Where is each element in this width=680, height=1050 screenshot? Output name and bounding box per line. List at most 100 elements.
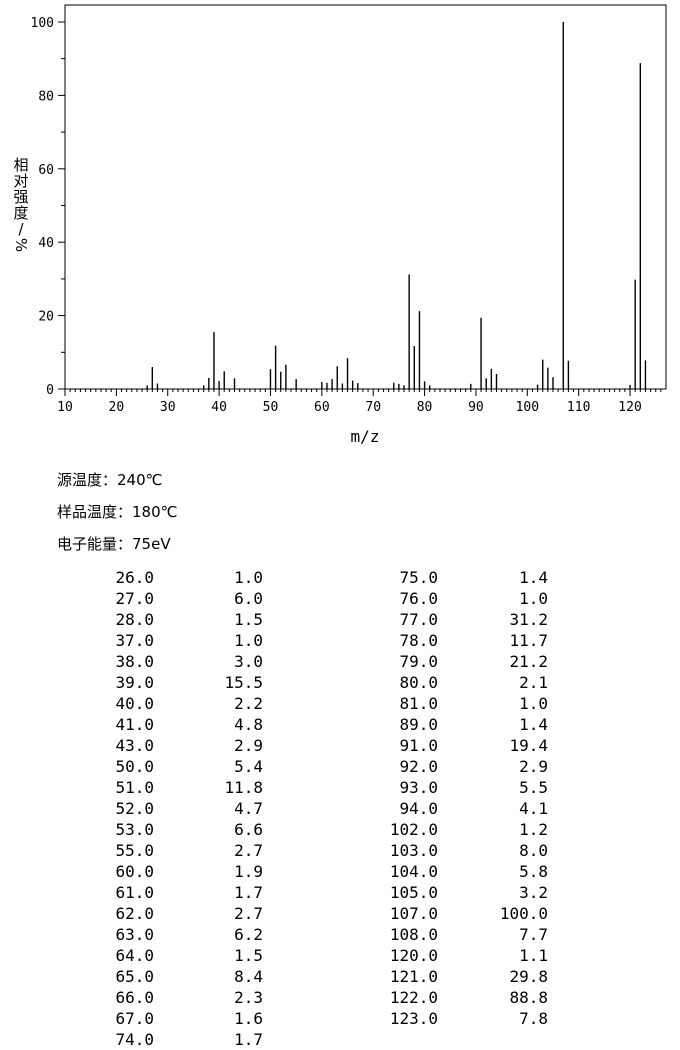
table-mz-value: 63.0 xyxy=(115,925,154,944)
table-mz-value: 52.0 xyxy=(115,799,154,818)
y-tick-label: 80 xyxy=(38,89,54,104)
x-tick-label: 80 xyxy=(417,400,433,415)
table-intensity-value: 1.1 xyxy=(519,946,548,965)
table-intensity-value: 2.9 xyxy=(519,757,548,776)
x-tick-label: 30 xyxy=(160,400,176,415)
table-intensity-value: 19.4 xyxy=(509,736,548,755)
x-tick-label: 70 xyxy=(365,400,381,415)
table-intensity-value: 7.8 xyxy=(519,1009,548,1028)
table-mz-value: 55.0 xyxy=(115,841,154,860)
table-intensity-value: 2.7 xyxy=(234,904,263,923)
table-mz-value: 79.0 xyxy=(399,652,438,671)
table-intensity-value: 3.0 xyxy=(234,652,263,671)
table-mz-value: 91.0 xyxy=(399,736,438,755)
table-intensity-value: 88.8 xyxy=(509,988,548,1007)
table-mz-value: 53.0 xyxy=(115,820,154,839)
table-intensity-value: 6.2 xyxy=(234,925,263,944)
table-mz-value: 89.0 xyxy=(399,715,438,734)
peak-table-right-intensity: 1.4 1.0 31.2 11.7 21.2 2.1 1.0 1.4 19.4 2.9 5.5 4.1… xyxy=(465,567,548,1029)
x-tick-label: 60 xyxy=(314,400,330,415)
table-mz-value: 37.0 xyxy=(115,631,154,650)
x-tick-label: 40 xyxy=(211,400,227,415)
table-mz-value: 26.0 xyxy=(115,568,154,587)
table-mz-value: 81.0 xyxy=(399,694,438,713)
table-intensity-value: 1.0 xyxy=(519,589,548,608)
table-intensity-value: 1.0 xyxy=(519,694,548,713)
electron-energy: 电子能量：75eV xyxy=(57,535,171,553)
table-intensity-value: 15.5 xyxy=(224,673,263,692)
x-axis-ticks: 10 20 30 40 50 60 70 80 90 100 110 120 xyxy=(57,389,662,415)
table-mz-value: 28.0 xyxy=(115,610,154,629)
table-mz-value: 107.0 xyxy=(389,904,438,923)
table-mz-value: 51.0 xyxy=(115,778,154,797)
table-mz-value: 60.0 xyxy=(115,862,154,881)
table-mz-value: 120.0 xyxy=(389,946,438,965)
table-intensity-value: 4.7 xyxy=(234,799,263,818)
peak-table-left-intensity: 1.0 6.0 1.5 1.0 3.0 15.5 2.2 4.8 2.9 5.4 11.8 4.7 6.… xyxy=(190,567,263,1050)
table-intensity-value: 5.8 xyxy=(519,862,548,881)
x-tick-label: 10 xyxy=(57,400,73,415)
table-mz-value: 121.0 xyxy=(389,967,438,986)
table-mz-value: 65.0 xyxy=(115,967,154,986)
y-axis-label-char: % xyxy=(12,238,30,252)
table-intensity-value: 2.1 xyxy=(519,673,548,692)
table-mz-value: 64.0 xyxy=(115,946,154,965)
table-mz-value: 92.0 xyxy=(399,757,438,776)
y-axis-label-char: 对 xyxy=(13,172,28,190)
table-intensity-value: 1.6 xyxy=(234,1009,263,1028)
table-intensity-value: 2.3 xyxy=(234,988,263,1007)
y-tick-label: 40 xyxy=(38,236,54,251)
peak-table-left-mz: 26.0 27.0 28.0 37.0 38.0 39.0 40.0 41.0 43.0 50.0… xyxy=(90,567,154,1050)
table-mz-value: 43.0 xyxy=(115,736,154,755)
table-intensity-value: 5.5 xyxy=(519,778,548,797)
table-mz-value: 75.0 xyxy=(399,568,438,587)
x-tick-label: 100 xyxy=(516,400,539,415)
table-intensity-value: 4.8 xyxy=(234,715,263,734)
table-intensity-value: 100.0 xyxy=(499,904,548,923)
table-mz-value: 74.0 xyxy=(115,1030,154,1049)
table-intensity-value: 6.0 xyxy=(234,589,263,608)
table-intensity-value: 2.2 xyxy=(234,694,263,713)
source-temperature: 源温度：240℃ xyxy=(57,471,163,489)
x-tick-label: 110 xyxy=(567,400,590,415)
table-intensity-value: 1.2 xyxy=(519,820,548,839)
table-intensity-value: 1.5 xyxy=(234,946,263,965)
table-intensity-value: 1.4 xyxy=(519,568,548,587)
y-axis-ticks: 0 20 40 60 80 100 xyxy=(31,16,65,398)
y-axis-label-char: 度 xyxy=(13,204,28,222)
y-tick-label: 100 xyxy=(31,16,54,31)
table-intensity-value: 1.0 xyxy=(234,631,263,650)
table-intensity-value: 1.9 xyxy=(234,862,263,881)
table-intensity-value: 1.7 xyxy=(234,1030,263,1049)
table-mz-value: 102.0 xyxy=(389,820,438,839)
table-intensity-value: 8.4 xyxy=(234,967,263,986)
table-intensity-value: 3.2 xyxy=(519,883,548,902)
y-tick-label: 0 xyxy=(46,383,54,398)
x-tick-label: 120 xyxy=(618,400,641,415)
table-intensity-value: 7.7 xyxy=(519,925,548,944)
x-axis-label: m/z xyxy=(351,427,380,446)
table-mz-value: 66.0 xyxy=(115,988,154,1007)
table-mz-value: 40.0 xyxy=(115,694,154,713)
table-mz-value: 122.0 xyxy=(389,988,438,1007)
table-mz-value: 50.0 xyxy=(115,757,154,776)
table-mz-value: 76.0 xyxy=(399,589,438,608)
table-intensity-value: 11.8 xyxy=(224,778,263,797)
table-intensity-value: 5.4 xyxy=(234,757,263,776)
table-mz-value: 123.0 xyxy=(389,1009,438,1028)
table-mz-value: 93.0 xyxy=(399,778,438,797)
plot-frame xyxy=(64,4,667,390)
table-mz-value: 62.0 xyxy=(115,904,154,923)
y-axis-label-char: 强 xyxy=(13,188,28,206)
table-intensity-value: 1.5 xyxy=(234,610,263,629)
table-intensity-value: 31.2 xyxy=(509,610,548,629)
table-intensity-value: 8.0 xyxy=(519,841,548,860)
x-tick-label: 50 xyxy=(263,400,279,415)
table-mz-value: 80.0 xyxy=(399,673,438,692)
table-intensity-value: 1.4 xyxy=(519,715,548,734)
sample-temperature: 样品温度：180℃ xyxy=(57,503,178,521)
peak-bars xyxy=(146,22,647,389)
table-mz-value: 103.0 xyxy=(389,841,438,860)
y-tick-label: 20 xyxy=(38,310,54,325)
